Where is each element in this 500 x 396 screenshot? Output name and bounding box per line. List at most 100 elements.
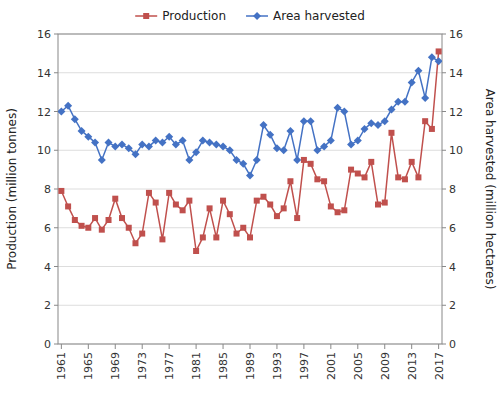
y2-tick bbox=[442, 305, 446, 306]
point bbox=[179, 137, 187, 145]
point bbox=[281, 205, 287, 211]
point bbox=[138, 140, 146, 148]
point bbox=[119, 215, 125, 221]
point bbox=[247, 234, 253, 240]
grid-line bbox=[58, 111, 442, 112]
y-axis-label: Production (million tonnes) bbox=[5, 108, 19, 270]
point bbox=[429, 126, 435, 132]
point bbox=[368, 159, 374, 165]
point bbox=[415, 174, 421, 180]
y-tick bbox=[54, 72, 58, 73]
point bbox=[321, 178, 327, 184]
point bbox=[367, 119, 375, 127]
grid-line bbox=[58, 189, 442, 190]
point bbox=[173, 202, 179, 208]
point bbox=[267, 202, 273, 208]
point bbox=[193, 248, 199, 254]
point bbox=[273, 144, 281, 152]
point bbox=[78, 127, 86, 135]
point bbox=[361, 125, 369, 133]
legend-label: Production bbox=[162, 9, 226, 23]
point bbox=[308, 161, 314, 167]
point bbox=[72, 217, 78, 223]
point bbox=[152, 137, 160, 145]
point bbox=[382, 200, 388, 206]
y2-tick-label: 0 bbox=[449, 338, 456, 351]
point bbox=[340, 108, 348, 116]
point bbox=[328, 203, 334, 209]
point bbox=[233, 156, 241, 164]
x-tick-label: 2009 bbox=[379, 352, 392, 380]
y2-tick bbox=[442, 344, 446, 345]
y-tick-label: 4 bbox=[44, 261, 51, 274]
x-tick bbox=[330, 344, 331, 349]
point bbox=[85, 225, 91, 231]
axes: 0246810121416024681012141619611965196919… bbox=[37, 28, 463, 380]
y-tick bbox=[54, 150, 58, 151]
y2-tick bbox=[442, 266, 446, 267]
point bbox=[105, 139, 113, 147]
point bbox=[139, 231, 145, 237]
x-tick-label: 1981 bbox=[190, 352, 203, 380]
point bbox=[64, 102, 72, 110]
point bbox=[287, 178, 293, 184]
y-tick bbox=[54, 266, 58, 267]
x-tick bbox=[276, 344, 277, 349]
point bbox=[253, 156, 261, 164]
x-tick-label: 2017 bbox=[433, 352, 446, 380]
point bbox=[293, 156, 301, 164]
point bbox=[421, 94, 429, 102]
point bbox=[436, 48, 442, 54]
point bbox=[213, 234, 219, 240]
point bbox=[126, 225, 132, 231]
point bbox=[355, 171, 361, 177]
point bbox=[387, 106, 395, 114]
y-tick-label: 12 bbox=[37, 106, 51, 119]
x-tick bbox=[223, 344, 224, 349]
point bbox=[395, 174, 401, 180]
point bbox=[375, 202, 381, 208]
point bbox=[388, 130, 394, 136]
x-tick-label: 1969 bbox=[109, 352, 122, 380]
point bbox=[274, 213, 280, 219]
point bbox=[207, 205, 213, 211]
x-tick bbox=[250, 344, 251, 349]
point bbox=[334, 104, 342, 112]
point bbox=[307, 117, 315, 125]
plot-frame bbox=[58, 34, 442, 344]
x-tick-label: 1997 bbox=[298, 352, 311, 380]
point bbox=[146, 190, 152, 196]
grid bbox=[58, 34, 442, 344]
x-tick-label: 1961 bbox=[55, 352, 68, 380]
y2-tick bbox=[442, 189, 446, 190]
point bbox=[341, 207, 347, 213]
x-tick-label: 1965 bbox=[82, 352, 95, 380]
x-tick-label: 2013 bbox=[406, 352, 419, 380]
point bbox=[314, 176, 320, 182]
point bbox=[286, 127, 294, 135]
grid-line bbox=[58, 227, 442, 228]
point bbox=[112, 196, 118, 202]
y2-tick-label: 2 bbox=[449, 299, 456, 312]
y-tick-label: 14 bbox=[37, 67, 51, 80]
point bbox=[354, 137, 362, 145]
x-tick bbox=[61, 344, 62, 349]
point bbox=[199, 137, 207, 145]
legend-item: Production bbox=[135, 9, 226, 23]
y2-axis-label: Area harvested (million hectares) bbox=[483, 89, 497, 290]
point bbox=[131, 150, 139, 158]
y2-tick bbox=[442, 227, 446, 228]
x-tick-label: 1985 bbox=[217, 352, 230, 380]
point bbox=[294, 215, 300, 221]
point bbox=[186, 198, 192, 204]
y-tick bbox=[54, 305, 58, 306]
point bbox=[320, 142, 328, 150]
x-tick bbox=[303, 344, 304, 349]
point bbox=[234, 231, 240, 237]
point bbox=[402, 176, 408, 182]
y-tick bbox=[54, 227, 58, 228]
point bbox=[145, 142, 153, 150]
legend-marker bbox=[253, 12, 261, 20]
y-tick-label: 0 bbox=[44, 338, 51, 351]
series bbox=[58, 48, 441, 254]
